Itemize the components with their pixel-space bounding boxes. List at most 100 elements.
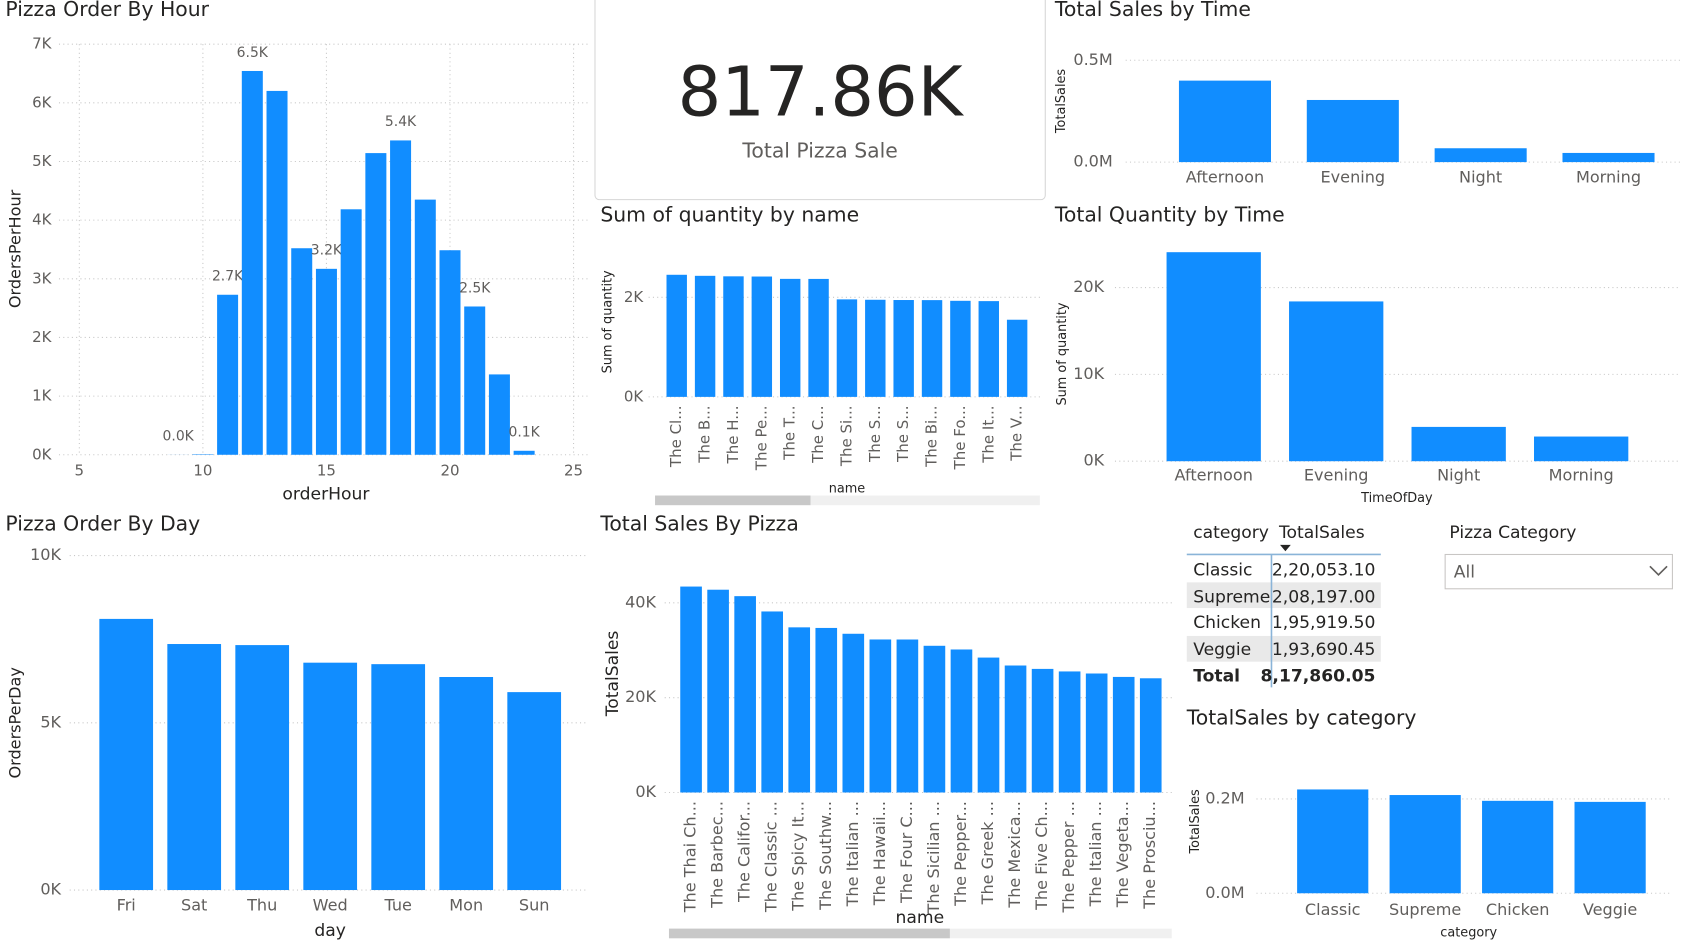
x-tick-label: Supreme bbox=[1389, 900, 1461, 919]
y-tick-label: 20K bbox=[1073, 277, 1104, 296]
bar bbox=[842, 633, 865, 793]
scrollbar[interactable] bbox=[655, 495, 1040, 506]
bar bbox=[808, 278, 829, 397]
bar bbox=[978, 301, 999, 397]
chart-title: Sum of quantity by name bbox=[600, 203, 859, 227]
y-axis-label: Sum of quantity bbox=[1055, 302, 1070, 405]
bar bbox=[303, 662, 358, 891]
x-tick-label: The Southw... bbox=[816, 801, 835, 911]
y-tick-label: 20K bbox=[625, 687, 656, 706]
x-tick-label: The Sicilian ... bbox=[924, 801, 943, 914]
bar bbox=[723, 276, 744, 397]
bar bbox=[666, 274, 687, 397]
x-tick-label: Tue bbox=[383, 896, 412, 915]
y-tick-label: 6K bbox=[32, 93, 53, 111]
y-tick-label: 0.0M bbox=[1205, 883, 1244, 902]
y-tick-label: 5K bbox=[32, 152, 53, 170]
x-tick-label: Classic bbox=[1305, 900, 1361, 919]
bar bbox=[439, 250, 461, 455]
chart-title: Pizza Order By Day bbox=[5, 511, 200, 535]
data-label: 0.0K bbox=[163, 428, 195, 444]
card-label: Total Pizza Sale bbox=[741, 138, 897, 162]
x-tick-label: The Italian ... bbox=[843, 801, 862, 907]
table-total: 8,17,860.05 bbox=[1261, 667, 1376, 687]
x-tick-label: Morning bbox=[1576, 168, 1641, 187]
y-tick-label: 5K bbox=[40, 712, 61, 731]
y-axis-label: Sum of quantity bbox=[600, 270, 615, 373]
bar bbox=[815, 627, 838, 793]
x-tick-label: Morning bbox=[1549, 466, 1614, 485]
x-tick-label: The Five Ch... bbox=[1032, 801, 1051, 911]
bar bbox=[680, 586, 702, 793]
x-tick-label: The Cl... bbox=[667, 405, 685, 468]
x-axis-label: TimeOfDay bbox=[1360, 491, 1433, 506]
x-tick-label: The Si... bbox=[837, 405, 855, 467]
x-axis-label: name bbox=[829, 482, 866, 497]
sort-arrow[interactable] bbox=[1280, 544, 1291, 552]
x-tick-label: Mon bbox=[449, 896, 483, 915]
scroll-thumb[interactable] bbox=[655, 495, 811, 506]
bar bbox=[1112, 676, 1135, 793]
bar bbox=[694, 275, 716, 397]
chart-title: Pizza Order By Hour bbox=[5, 0, 209, 21]
bar bbox=[977, 657, 1000, 793]
x-tick-label: Evening bbox=[1304, 466, 1369, 485]
y-tick-label: 0.5M bbox=[1073, 50, 1112, 69]
y-axis-label: OrdersPerHour bbox=[6, 189, 25, 308]
x-tick-label: The Hawaii... bbox=[870, 801, 889, 906]
bar bbox=[1574, 801, 1646, 894]
bar bbox=[865, 299, 886, 397]
x-tick-label: The Barbec... bbox=[708, 801, 727, 909]
table-cell: Veggie bbox=[1193, 640, 1251, 660]
y-tick-label: 0K bbox=[1083, 451, 1104, 470]
scroll-thumb[interactable] bbox=[668, 928, 950, 939]
slicer-dropdown[interactable] bbox=[1444, 553, 1673, 590]
y-tick-label: 1K bbox=[32, 387, 53, 405]
x-tick-label: Sat bbox=[181, 896, 207, 915]
bar bbox=[1031, 668, 1054, 793]
bar bbox=[1178, 80, 1271, 163]
chevron[interactable] bbox=[1649, 565, 1668, 576]
bar bbox=[167, 644, 222, 891]
bar bbox=[390, 140, 412, 455]
bar bbox=[751, 276, 773, 397]
x-tick-label: The Fo... bbox=[951, 405, 969, 470]
bar bbox=[371, 664, 426, 891]
y-tick-label: 4K bbox=[32, 211, 53, 229]
y-axis-label: OrdersPerDay bbox=[6, 667, 25, 779]
bar bbox=[1434, 148, 1527, 163]
chart-title: Total Quantity by Time bbox=[1054, 203, 1285, 227]
x-tick-label: The Pe... bbox=[752, 405, 770, 471]
x-tick-label: The S... bbox=[866, 405, 884, 463]
y-axis-label: TotalSales bbox=[603, 631, 623, 718]
chart-title: TotalSales by category bbox=[1186, 706, 1417, 730]
bar bbox=[217, 294, 239, 455]
bar bbox=[1411, 426, 1506, 462]
bar bbox=[291, 248, 313, 455]
x-tick-label: Afternoon bbox=[1175, 466, 1253, 485]
slicer-value[interactable]: All bbox=[1454, 563, 1475, 583]
bar bbox=[365, 153, 387, 455]
bar bbox=[1166, 252, 1261, 462]
table-cell: Supreme bbox=[1193, 587, 1270, 607]
chart-title: Total Sales by Time bbox=[1054, 0, 1251, 21]
bar bbox=[779, 278, 801, 397]
x-tick-label: Night bbox=[1437, 466, 1480, 485]
x-axis-label: orderHour bbox=[282, 484, 370, 504]
y-tick-label: 0.2M bbox=[1205, 788, 1244, 807]
table-header[interactable]: TotalSales bbox=[1278, 523, 1365, 543]
bar bbox=[923, 645, 946, 793]
bar bbox=[1139, 678, 1162, 793]
x-tick-label: The Italian ... bbox=[1086, 801, 1105, 907]
data-label: 5.4K bbox=[385, 114, 417, 130]
x-tick-label: Chicken bbox=[1486, 900, 1550, 919]
table-header[interactable]: category bbox=[1193, 523, 1269, 543]
x-tick-label: The Califor... bbox=[735, 801, 754, 903]
x-tick-label: The B... bbox=[696, 405, 714, 463]
y-tick-label: 40K bbox=[625, 592, 656, 611]
table-cell: 2,08,197.00 bbox=[1272, 587, 1376, 607]
bar bbox=[266, 90, 288, 455]
x-axis-label: category bbox=[1440, 925, 1497, 940]
y-tick-label: 3K bbox=[32, 269, 53, 287]
x-tick-label: Veggie bbox=[1583, 900, 1638, 919]
